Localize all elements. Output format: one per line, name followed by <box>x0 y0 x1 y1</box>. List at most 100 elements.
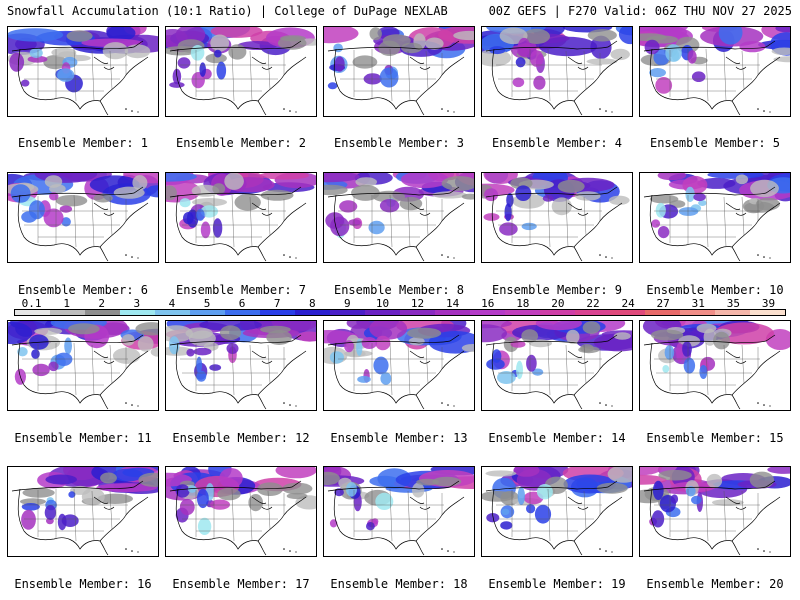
colorbar-tick-label: 16 <box>481 297 495 310</box>
snowfall-map <box>640 27 790 116</box>
colorbar-swatch <box>15 310 50 315</box>
colorbar-tick-label: 27 <box>656 297 670 310</box>
snowfall-map <box>166 173 316 262</box>
colorbar-tick-label: 9 <box>344 297 351 310</box>
snowfall-map <box>166 27 316 116</box>
colorbar-tick-label: 20 <box>551 297 565 310</box>
colorbar-swatch <box>120 310 155 315</box>
colorbar-swatch <box>610 310 645 315</box>
colorbar-swatch <box>715 310 750 315</box>
colorbar-tick-label: 14 <box>446 297 460 310</box>
ensemble-member-label: Ensemble Member: 8 <box>333 283 465 297</box>
snowfall-map-panel <box>481 466 633 557</box>
colorbar-tick-label: 4 <box>168 297 176 310</box>
colorbar-swatch <box>190 310 225 315</box>
ensemble-member-label: Ensemble Member: 10 <box>646 283 784 297</box>
colorbar-swatch <box>365 310 400 315</box>
colorbar-swatch <box>575 310 610 315</box>
ensemble-member-label: Ensemble Member: 9 <box>491 283 623 297</box>
snowfall-map <box>8 321 158 410</box>
snowfall-map-panel <box>165 26 317 117</box>
snowfall-map-panel <box>481 172 633 263</box>
snowfall-map <box>8 467 158 556</box>
snowfall-map <box>640 321 790 410</box>
snowfall-map <box>324 173 474 262</box>
ensemble-member-label: Ensemble Member: 17 <box>172 577 310 591</box>
colorbar-swatch <box>225 310 260 315</box>
snowfall-map-panel <box>165 466 317 557</box>
snowfall-map-panel <box>165 320 317 411</box>
colorbar-tick-label: 10 <box>375 297 390 310</box>
colorbar-swatch <box>85 310 120 315</box>
colorbar-swatch <box>50 310 85 315</box>
ensemble-member-label: Ensemble Member: 5 <box>649 136 781 150</box>
ensemble-member-label: Ensemble Member: 14 <box>488 431 626 445</box>
snowfall-map <box>640 173 790 262</box>
colorbar-swatch <box>435 310 470 315</box>
run-valid-time: 00Z GEFS | F270 Valid: 06Z THU NOV 27 20… <box>488 4 792 18</box>
snowfall-map-panel <box>481 320 633 411</box>
snowfall-map-panel <box>323 320 475 411</box>
ensemble-member-label: Ensemble Member: 2 <box>175 136 307 150</box>
snowfall-map-panel <box>639 26 791 117</box>
ensemble-member-label: Ensemble Member: 13 <box>330 431 468 445</box>
snowfall-map-panel <box>7 26 159 117</box>
colorbar-tick-label: 31 <box>691 297 705 310</box>
snowfall-map-panel <box>7 320 159 411</box>
snowfall-map <box>640 467 790 556</box>
ensemble-member-label: Ensemble Member: 12 <box>172 431 310 445</box>
ensemble-member-label: Ensemble Member: 3 <box>333 136 465 150</box>
colorbar-tick-label: 22 <box>586 297 600 310</box>
ensemble-member-label: Ensemble Member: 11 <box>14 431 152 445</box>
colorbar-swatch <box>330 310 365 315</box>
snowfall-map <box>8 27 158 116</box>
colorbar-swatch <box>540 310 575 315</box>
colorbar-swatch <box>260 310 295 315</box>
snowfall-map-panel <box>165 172 317 263</box>
snowfall-map-panel <box>323 26 475 117</box>
colorbar-tick-label: 7 <box>273 297 281 310</box>
ensemble-member-label: Ensemble Member: 6 <box>17 283 149 297</box>
colorbar-tick-label: 39 <box>761 297 776 310</box>
colorbar-swatch <box>505 310 540 315</box>
colorbar-swatch <box>470 310 505 315</box>
snowfall-map-panel <box>639 466 791 557</box>
colorbar-tick-label: 2 <box>98 297 106 310</box>
snowfall-map-panel <box>323 466 475 557</box>
colorbar-tick-label: 24 <box>621 297 635 310</box>
map-title: Snowfall Accumulation (10:1 Ratio) | Col… <box>7 4 448 18</box>
ensemble-member-label: Ensemble Member: 7 <box>175 283 307 297</box>
snowfall-map-panel <box>481 26 633 117</box>
ensemble-member-label: Ensemble Member: 19 <box>488 577 626 591</box>
snowfall-map <box>482 321 632 410</box>
colorbar-swatch <box>155 310 190 315</box>
snowfall-map <box>166 321 316 410</box>
ensemble-member-label: Ensemble Member: 1 <box>17 136 149 150</box>
ensemble-member-label: Ensemble Member: 15 <box>646 431 784 445</box>
colorbar-tick-label: 5 <box>203 297 211 310</box>
snowfall-map-panel <box>7 172 159 263</box>
snowfall-map <box>324 321 474 410</box>
colorbar-tick-label: 35 <box>726 297 740 310</box>
snowfall-map-panel <box>7 466 159 557</box>
colorbar-tick-label: 6 <box>238 297 246 310</box>
colorbar-tick-label: 18 <box>516 297 530 310</box>
colorbar-tick-label: 12 <box>410 297 425 310</box>
snowfall-map <box>324 27 474 116</box>
colorbar-swatch <box>645 310 680 315</box>
snowfall-map <box>166 467 316 556</box>
snowfall-map-panel <box>323 172 475 263</box>
colorbar-tick-label: 8 <box>308 297 316 310</box>
snowfall-map-panel <box>639 172 791 263</box>
colorbar-swatch <box>750 310 785 315</box>
snowfall-colorbar <box>14 309 786 316</box>
colorbar-swatch <box>400 310 435 315</box>
snowfall-map-panel <box>639 320 791 411</box>
ensemble-member-label: Ensemble Member: 4 <box>491 136 623 150</box>
snowfall-map <box>482 27 632 116</box>
snowfall-map <box>482 467 632 556</box>
colorbar-swatch <box>295 310 330 315</box>
ensemble-member-label: Ensemble Member: 16 <box>14 577 152 591</box>
snowfall-map <box>8 173 158 262</box>
colorbar-tick-label: 1 <box>63 297 70 310</box>
